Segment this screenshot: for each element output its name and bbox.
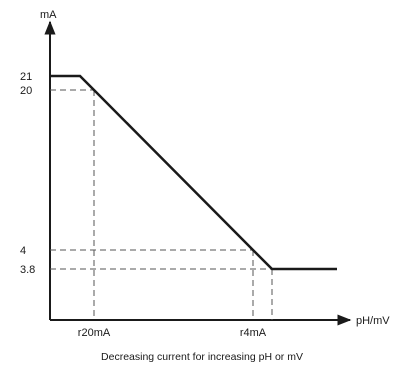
chart-caption: Decreasing current for increasing pH or … <box>101 351 303 363</box>
x-tick-labels: r20mA r4mA <box>78 327 267 339</box>
x-axis-label: pH/mV <box>356 315 390 327</box>
y-tick-label-3: 3.8 <box>20 264 35 276</box>
y-tick-label-0: 21 <box>20 71 32 83</box>
x-tick-label-0: r20mA <box>78 327 111 339</box>
y-tick-label-1: 20 <box>20 85 32 97</box>
series-line-0 <box>50 74 337 271</box>
x-tick-label-1: r4mA <box>240 327 267 339</box>
y-axis-label: mA <box>40 9 57 21</box>
y-tick-label-2: 4 <box>20 245 26 257</box>
series-group <box>50 74 337 271</box>
y-tick-labels: 21 20 4 3.8 <box>20 71 35 276</box>
reference-lines <box>50 89 273 320</box>
